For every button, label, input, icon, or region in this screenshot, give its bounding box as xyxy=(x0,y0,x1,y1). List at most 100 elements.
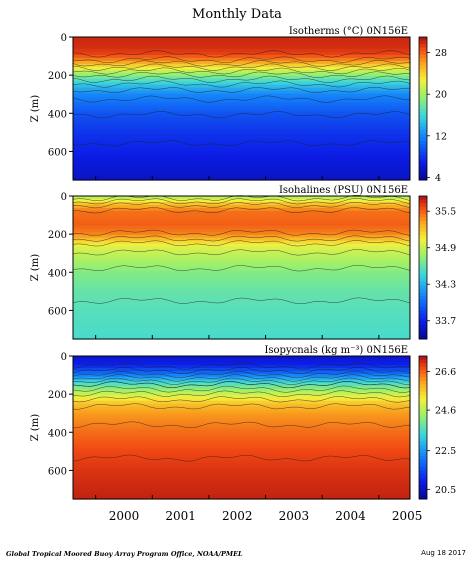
colorbar-segment xyxy=(419,65,427,70)
contour-line xyxy=(72,366,411,374)
colorbar-segment xyxy=(419,484,427,489)
heatmap-band xyxy=(73,460,410,464)
heatmap-band xyxy=(73,367,410,372)
heatmap-band xyxy=(73,466,410,470)
contour-line xyxy=(72,60,411,67)
heatmap-band xyxy=(73,48,410,53)
heatmap-band xyxy=(73,324,410,328)
colorbar-segment xyxy=(419,456,427,461)
x-tick-label: 2003 xyxy=(279,509,310,523)
heatmap-band xyxy=(73,126,410,130)
heatmap-band xyxy=(73,451,410,455)
colorbar-segment xyxy=(419,491,427,496)
heatmap-band xyxy=(73,63,410,68)
colorbar-segment xyxy=(419,402,427,407)
contour-line xyxy=(72,201,411,209)
heatmap-band xyxy=(73,84,410,89)
colorbar-segment xyxy=(419,292,427,297)
heatmap-band xyxy=(73,261,410,266)
heatmap-band xyxy=(73,493,410,497)
colorbar-segment xyxy=(419,54,427,59)
colorbar-segment xyxy=(419,313,427,319)
colorbar-tick-label: 20 xyxy=(435,90,447,101)
heatmap-band xyxy=(73,162,410,166)
heatmap-band xyxy=(73,318,410,322)
heatmap-band xyxy=(73,156,410,160)
heatmap-band xyxy=(73,165,410,169)
contour-line xyxy=(72,235,411,242)
heatmap-band xyxy=(73,288,410,292)
colorbar-segment xyxy=(419,288,427,294)
heatmap-band xyxy=(73,93,410,98)
contour-line xyxy=(72,249,411,256)
heatmap-band xyxy=(73,294,410,298)
y-axis-label: Z (m) xyxy=(30,414,41,442)
contour-line xyxy=(72,421,411,429)
contour-line xyxy=(72,297,411,304)
colorbar-segment xyxy=(419,441,427,446)
heatmap-band xyxy=(73,174,410,178)
heatmap-band xyxy=(73,264,410,269)
heatmap-band xyxy=(73,138,410,142)
colorbar-segment xyxy=(419,83,427,88)
contour-line xyxy=(72,95,410,103)
colorbar-segment xyxy=(419,224,427,229)
heatmap-band xyxy=(73,427,410,432)
colorbar-segment xyxy=(419,44,427,49)
heatmap-band xyxy=(73,222,410,227)
colorbar-segment xyxy=(419,206,427,211)
heatmap-band xyxy=(73,219,410,224)
heatmap-band xyxy=(73,448,410,452)
heatmap-band xyxy=(73,330,410,334)
colorbar-segment xyxy=(419,359,427,364)
heatmap-band xyxy=(73,99,410,104)
heatmap-band xyxy=(73,114,410,119)
colorbar-segment xyxy=(419,495,427,500)
contour-line xyxy=(72,390,411,398)
heatmap-band xyxy=(73,57,410,62)
contour-line xyxy=(72,377,411,385)
contour-line xyxy=(72,56,411,64)
colorbar-frame xyxy=(418,36,428,181)
colorbar-segment xyxy=(419,445,427,450)
panel-density: Isopycnals (kg m⁻³) 0N156E 0 200 400 600 Z (m… xyxy=(30,345,456,500)
colorbar-segment xyxy=(419,488,427,493)
heatmap-band xyxy=(73,321,410,325)
colorbar-tick-label: 28 xyxy=(435,48,447,59)
colorbar-segment xyxy=(419,420,427,425)
colorbar-tick-label: 33.7 xyxy=(435,316,456,327)
heatmap-band xyxy=(73,457,410,461)
panel-title: Isopycnals (kg m⁻³) 0N156E xyxy=(264,345,408,356)
contour-line xyxy=(72,374,411,382)
colorbar-segment xyxy=(419,119,427,124)
heatmap-band xyxy=(73,37,410,41)
contour-line xyxy=(72,50,411,58)
x-tick-label: 2002 xyxy=(222,509,253,523)
panel-title: Isotherms (°C) 0N156E xyxy=(289,26,408,37)
heatmap-band xyxy=(73,249,410,254)
y-tick-label: 600 xyxy=(48,147,67,158)
colorbar-segment xyxy=(419,299,427,304)
heatmap-band xyxy=(73,424,410,429)
heatmap-band xyxy=(73,273,410,278)
colorbar-segment xyxy=(419,466,427,471)
heatmap-field xyxy=(73,196,410,340)
heatmap-band xyxy=(73,96,410,101)
contour-line xyxy=(72,454,411,462)
heatmap-band xyxy=(73,388,410,393)
heatmap-band xyxy=(73,418,410,423)
heatmap-band xyxy=(73,376,410,381)
colorbar-tick-label: 22.5 xyxy=(435,446,456,457)
contour-line xyxy=(72,63,411,71)
heatmap-band xyxy=(73,282,410,286)
colorbar-segment xyxy=(419,377,427,382)
colorbar-segment xyxy=(419,79,427,84)
figure-title: Monthly Data xyxy=(192,7,282,22)
heatmap-band xyxy=(73,356,410,360)
heatmap-band xyxy=(73,415,410,420)
colorbar-segment xyxy=(419,203,427,208)
colorbar-segment xyxy=(419,108,427,113)
colorbar-segment xyxy=(419,473,427,479)
colorbar-tick-label: 4 xyxy=(435,173,441,184)
